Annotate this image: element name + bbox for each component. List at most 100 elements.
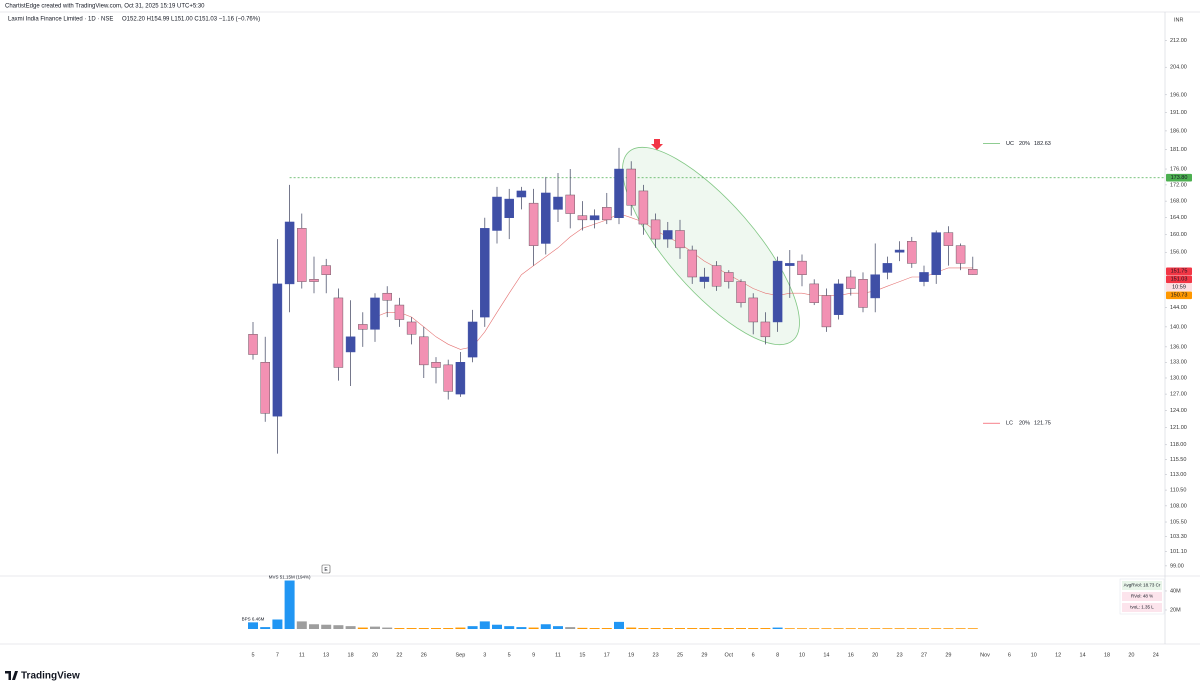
candle-body: [577, 215, 588, 221]
volume-bar: [797, 628, 807, 629]
price-tag-label: 173.80: [1171, 175, 1188, 181]
volume-bar: [272, 619, 283, 629]
volume-bar: [650, 628, 661, 629]
ohlc: O152.20 H154.99 L151.00 C151.03 −1.16 (−…: [122, 17, 260, 23]
y-tick-label: 115.50: [1170, 457, 1186, 463]
y-tick-label: 130.00: [1170, 375, 1187, 381]
x-tick-label: 3: [483, 652, 486, 658]
volume-bar: [565, 627, 576, 629]
y-tick-label: 186.00: [1170, 128, 1187, 134]
x-tick-label: 26: [421, 652, 427, 658]
candle-body: [638, 190, 649, 225]
price-tag-label: 151.03: [1171, 277, 1188, 283]
candle-body: [687, 249, 697, 278]
candle-body: [614, 168, 624, 218]
countdown: 10:59: [1172, 285, 1186, 291]
candle-body: [297, 228, 307, 282]
volume-bar: [821, 628, 832, 629]
volume-bar: [870, 628, 881, 629]
volume-bar: [516, 627, 527, 629]
candle-body: [565, 194, 575, 214]
x-tick-label: 22: [396, 652, 402, 658]
down-arrow: [651, 139, 663, 150]
candle-body: [724, 272, 734, 282]
currency: INR: [1174, 17, 1184, 23]
volume-bar: [382, 627, 393, 629]
candle-body: [663, 230, 673, 240]
x-tick-label: 27: [921, 652, 927, 658]
volume-bar: [662, 628, 673, 629]
volume-bar: [760, 628, 771, 629]
x-tick-label: 25: [677, 652, 683, 658]
volume-bar: [357, 627, 368, 629]
volume-bar: [906, 628, 917, 629]
volume-bar: [614, 621, 624, 629]
volume-bar: [833, 628, 844, 629]
y-tick-label: 212.00: [1170, 38, 1187, 44]
x-tick-label: 24: [1153, 652, 1159, 658]
y-tick-label: 144.00: [1170, 305, 1187, 311]
y-tick-label: 108.00: [1170, 503, 1187, 509]
volume-tick-label: 20M: [1170, 607, 1181, 613]
volume-bar: [784, 628, 795, 629]
volume-bar: [284, 580, 295, 629]
candle-body: [589, 215, 600, 221]
volume-bar: [711, 628, 722, 629]
volume-bar: [540, 624, 551, 629]
candle-body: [846, 276, 856, 289]
volume-bar: [443, 628, 454, 629]
x-tick-label: 18: [348, 652, 354, 658]
candle-body: [333, 297, 344, 368]
volume-bar: [675, 628, 685, 629]
x-tick-label: 6: [1008, 652, 1011, 658]
candle-body: [931, 232, 941, 275]
volume-bar: [394, 628, 405, 629]
volume-bar: [406, 628, 417, 629]
limit-label: UC: [1006, 141, 1014, 147]
volume-bar: [699, 628, 710, 629]
candle-body: [382, 292, 392, 301]
candle-body: [345, 336, 356, 353]
x-tick-label: 23: [897, 652, 903, 658]
candle-body: [431, 362, 441, 368]
volume-bar: [736, 628, 746, 629]
volume-annotation: BPS 6.46M: [242, 617, 265, 622]
volume-bar: [504, 626, 515, 629]
volume-bar: [943, 628, 954, 629]
x-tick-label: 15: [579, 652, 585, 658]
candle-body: [626, 168, 636, 206]
volume-bar: [748, 628, 759, 629]
candle-body: [748, 297, 758, 323]
x-tick-label: 20: [372, 652, 378, 658]
volume-bar: [492, 624, 502, 629]
stats-row: [1122, 581, 1162, 590]
candle-body: [821, 295, 832, 328]
candle-body: [541, 192, 551, 244]
x-tick-label: 29: [701, 652, 707, 658]
candle-body: [919, 272, 929, 282]
candle-body: [968, 268, 978, 275]
y-tick-label: 113.00: [1170, 472, 1186, 478]
y-tick-label: 191.00: [1170, 110, 1187, 116]
y-tick-label: 99.00: [1170, 563, 1184, 569]
candle-body: [358, 324, 368, 330]
stats-text: tvoL: 1.35 L: [1130, 605, 1154, 610]
y-tick-label: 110.50: [1170, 488, 1186, 494]
x-tick-label: 11: [555, 652, 561, 658]
y-tick-label: 133.00: [1170, 360, 1187, 366]
volume-bar: [687, 628, 698, 629]
candle-body: [736, 281, 746, 303]
candle-body: [370, 297, 380, 330]
candle-body: [602, 207, 612, 221]
x-tick-label: 19: [628, 652, 634, 658]
volume-bar: [858, 628, 868, 629]
volume-bar: [296, 621, 307, 629]
price-tag: [1166, 275, 1192, 284]
candle-body: [309, 279, 319, 282]
candle-body: [650, 219, 661, 240]
x-tick-label: 13: [323, 652, 329, 658]
volume-bar: [601, 628, 612, 629]
x-tick-label: 14: [823, 652, 829, 658]
x-tick-label: 11: [299, 652, 305, 658]
